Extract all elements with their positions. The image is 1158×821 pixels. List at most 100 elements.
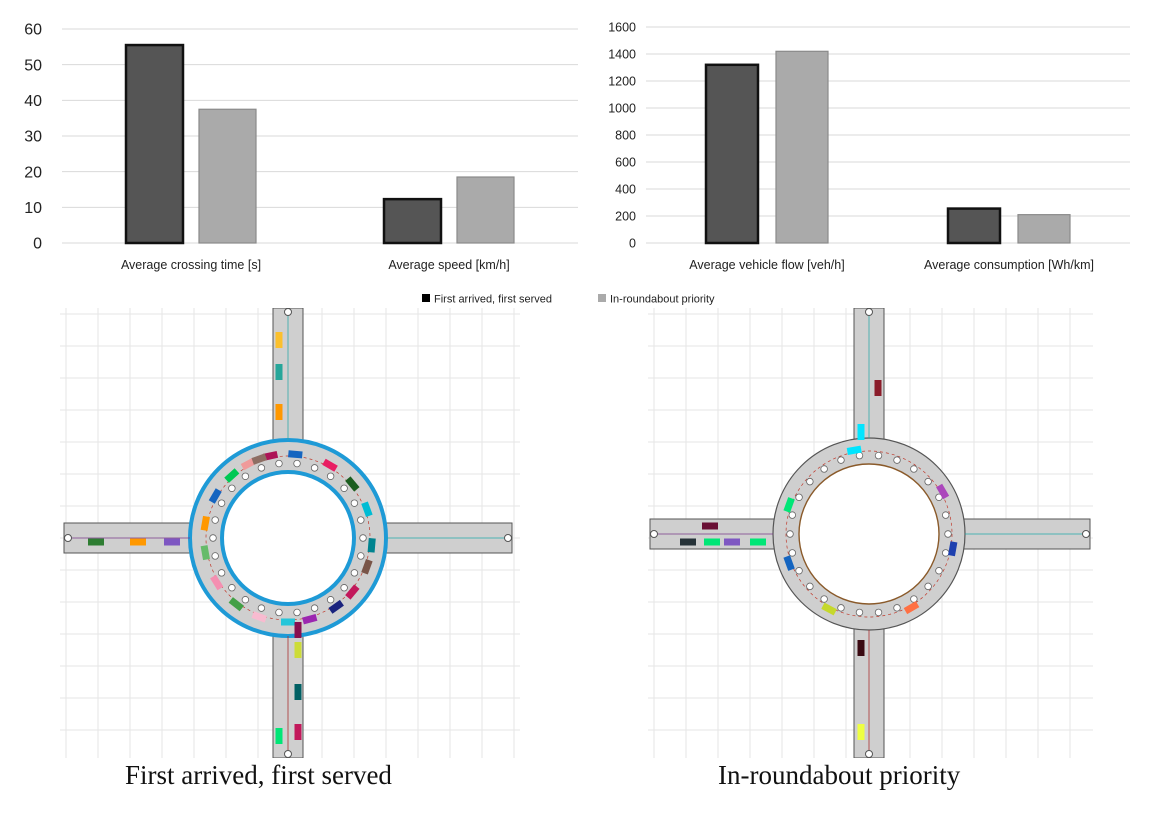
vehicle xyxy=(130,538,146,546)
y-tick-label: 40 xyxy=(24,93,42,110)
waypoint-node xyxy=(228,484,236,492)
bar xyxy=(704,63,760,245)
bar xyxy=(456,176,515,244)
waypoint-node xyxy=(942,549,950,557)
waypoint-node xyxy=(241,472,250,480)
waypoint-node xyxy=(228,584,236,592)
waypoint-node xyxy=(924,582,932,591)
vehicle xyxy=(846,445,862,455)
vehicle xyxy=(294,724,302,740)
waypoint-node xyxy=(855,608,864,617)
waypoint-node xyxy=(209,534,217,542)
y-tick-label: 800 xyxy=(615,128,636,142)
vehicle xyxy=(228,597,244,612)
waypoint-node xyxy=(359,534,367,542)
vehicle xyxy=(164,538,180,546)
road-end-node xyxy=(865,750,873,758)
waypoint-node xyxy=(874,451,883,460)
y-tick-label: 50 xyxy=(24,57,42,74)
bar xyxy=(382,197,443,245)
waypoint-node xyxy=(893,604,901,612)
y-tick-label: 20 xyxy=(24,164,42,181)
waypoint-node xyxy=(340,584,348,592)
waypoint-node xyxy=(942,511,950,519)
legend-swatch xyxy=(598,294,606,302)
waypoint-node xyxy=(786,530,794,538)
vehicle xyxy=(275,332,283,348)
waypoint-node xyxy=(326,596,335,604)
legend-label: In-roundabout priority xyxy=(610,294,715,306)
waypoint-node xyxy=(340,484,348,492)
vehicle xyxy=(783,497,795,513)
waypoint-node xyxy=(217,569,226,577)
vehicle xyxy=(281,618,295,626)
vehicle xyxy=(345,584,360,600)
waypoint-node xyxy=(326,472,335,480)
y-tick-label: 0 xyxy=(629,236,636,250)
waypoint-node xyxy=(275,608,283,617)
legend-swatch xyxy=(422,294,430,302)
waypoint-node xyxy=(788,549,796,557)
road-end-node xyxy=(1082,530,1090,538)
waypoint-node xyxy=(837,604,845,612)
vehicle xyxy=(200,515,210,531)
y-tick-label: 600 xyxy=(615,155,636,169)
vehicle xyxy=(724,538,740,546)
vehicle xyxy=(275,364,283,380)
vehicle xyxy=(294,684,302,700)
vehicle xyxy=(345,476,360,492)
waypoint-node xyxy=(293,459,301,468)
ring-island xyxy=(220,470,356,606)
vehicle xyxy=(302,613,318,625)
caption-right: In-roundabout priority xyxy=(718,760,961,790)
roundabout-scene-fafs xyxy=(60,308,520,758)
y-tick-label: 400 xyxy=(615,182,636,196)
vehicle xyxy=(224,468,240,483)
caption-left: First arrived, first served xyxy=(125,760,392,790)
x-tick-label: Average consumption [Wh/km] xyxy=(924,258,1094,272)
vehicle xyxy=(680,538,696,546)
vehicle xyxy=(750,538,766,546)
bar-chart-crossing-time-speed: 0 10 20 30 40 50 60 Average crossing time [s] Av… xyxy=(24,22,578,272)
vehicle xyxy=(903,601,920,615)
y-tick-label: 1200 xyxy=(608,74,636,88)
y-tick-label: 60 xyxy=(24,22,42,39)
y-tick-label: 1600 xyxy=(608,20,636,34)
road-end-node xyxy=(64,534,72,542)
waypoint-node xyxy=(211,516,219,524)
waypoint-node xyxy=(893,456,901,464)
x-tick-label: Average vehicle flow [veh/h] xyxy=(689,258,844,272)
waypoint-node xyxy=(350,499,359,507)
waypoint-node xyxy=(350,569,359,577)
waypoint-node xyxy=(310,604,319,612)
vehicle xyxy=(208,488,222,504)
waypoint-node xyxy=(257,464,266,472)
waypoint-node xyxy=(241,596,250,604)
bar xyxy=(946,207,1002,245)
vehicle xyxy=(88,538,104,546)
vehicle xyxy=(936,483,950,500)
waypoint-node xyxy=(788,511,796,519)
ring-island xyxy=(798,463,940,605)
bar xyxy=(775,50,829,244)
waypoint-node xyxy=(924,477,932,486)
waypoint-node xyxy=(820,465,828,473)
vehicle xyxy=(275,404,283,420)
bar-chart-flow-consumption: 0 200 400 600 800 1000 1200 1400 1600 Average veh… xyxy=(608,20,1130,272)
waypoint-node xyxy=(820,595,828,603)
vehicle xyxy=(361,501,373,518)
waypoint-node xyxy=(874,608,883,617)
vehicle xyxy=(857,724,865,740)
vehicle xyxy=(275,728,283,744)
waypoint-node xyxy=(357,552,365,560)
road-end-node xyxy=(504,534,512,542)
vehicle xyxy=(361,558,373,575)
vehicle xyxy=(702,522,718,530)
vehicle xyxy=(821,602,837,616)
y-tick-label: 1000 xyxy=(608,101,636,115)
y-tick-label: 0 xyxy=(33,236,42,253)
vehicle xyxy=(251,611,268,623)
chart-legend: First arrived, first served In-roundabout… xyxy=(422,294,715,306)
vehicle xyxy=(328,599,344,614)
vehicle xyxy=(294,622,302,638)
